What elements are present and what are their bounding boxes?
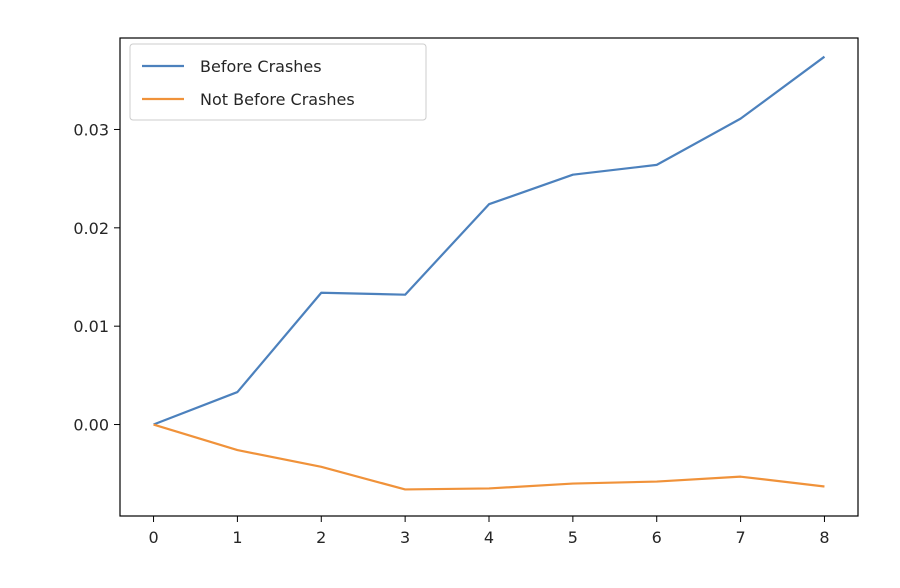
x-tick-label: 2 bbox=[316, 528, 326, 547]
y-tick-label: 0.00 bbox=[73, 416, 109, 435]
x-tick-label: 8 bbox=[819, 528, 829, 547]
x-tick-label: 0 bbox=[148, 528, 158, 547]
x-tick-label: 5 bbox=[568, 528, 578, 547]
x-tick-label: 1 bbox=[232, 528, 242, 547]
y-axis-ticks: 0.00 0.01 0.02 0.03 bbox=[73, 120, 120, 435]
series-line-1 bbox=[153, 55, 826, 426]
legend-label-series-1: Before Crashes bbox=[200, 57, 322, 76]
series-line-2 bbox=[153, 423, 825, 491]
legend-box bbox=[129, 43, 427, 121]
series-layer bbox=[153, 55, 826, 491]
legend: Before Crashes Not Before Crashes bbox=[129, 43, 427, 121]
x-tick-label: 6 bbox=[652, 528, 662, 547]
x-tick-label: 4 bbox=[484, 528, 494, 547]
y-tick-label: 0.02 bbox=[73, 219, 109, 238]
y-tick-label: 0.01 bbox=[73, 317, 109, 336]
y-tick-label: 0.03 bbox=[73, 120, 109, 139]
x-tick-label: 7 bbox=[735, 528, 745, 547]
x-tick-label: 3 bbox=[400, 528, 410, 547]
legend-label-series-2: Not Before Crashes bbox=[200, 90, 355, 109]
x-axis-ticks: 0 1 2 3 4 5 6 7 8 bbox=[148, 516, 830, 547]
